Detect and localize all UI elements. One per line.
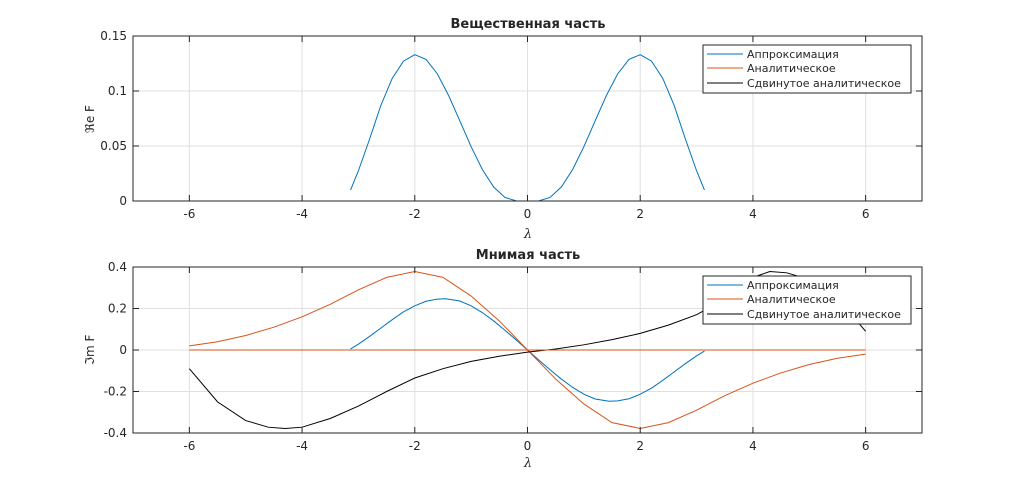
x-tick-label: 2 [636,439,644,453]
real-part-legend: Аппроксимация Аналитическое Сдвинутое ан… [702,44,912,94]
real-part-ylabel: ℜe F [83,105,97,133]
legend-box [702,44,912,94]
y-tick-label: -0.4 [104,426,127,440]
y-tick-label: 0 [119,194,127,208]
legend-label-approx: Аппроксимация [747,48,839,61]
y-tick-label: 0.15 [100,29,127,43]
x-tick-label: -4 [296,207,308,221]
imag-part-axes: Мнимая часть ℑm F λ -6 -4 -2 0 2 4 6 -0.4 -0.2 0 0… [83,248,923,471]
real-part-title: Вещественная часть [451,17,606,32]
x-tick-label: 4 [749,439,757,453]
legend-label-shifted: Сдвинутое аналитическое [747,308,901,321]
imag-part-title: Мнимая часть [476,248,580,263]
real-part-xlabel: λ [523,227,532,242]
x-tick-label: -4 [296,439,308,453]
x-tick-label: -6 [183,439,195,453]
imag-part-ylabel: ℑm F [83,335,97,366]
legend-label-analytic: Аналитическое [747,62,836,75]
x-tick-label: 6 [862,207,870,221]
x-tick-label: 4 [749,207,757,221]
y-tick-label: 0.4 [108,260,127,274]
x-tick-label: 6 [862,439,870,453]
legend-label-shifted: Сдвинутое аналитическое [747,77,901,90]
legend-label-analytic: Аналитическое [747,293,836,306]
y-tick-label: -0.2 [104,385,127,399]
x-tick-label: -6 [183,207,195,221]
series-line-shifted [188,271,867,429]
real-part-axes: Вещественная часть ℜe F λ -6 -4 -2 0 2 4 6 0 0.0… [83,17,923,242]
imag-part-legend: Аппроксимация Аналитическое Сдвинутое ан… [702,275,912,325]
y-tick-label: 0.05 [100,139,127,153]
y-tick-label: 0.1 [108,84,127,98]
y-tick-label: 0.2 [108,302,127,316]
legend-box [702,275,912,325]
y-tick-label: 0 [119,343,127,357]
x-tick-label: 2 [636,207,644,221]
x-tick-label: 0 [524,207,532,221]
x-tick-label: 0 [524,439,532,453]
imag-part-xlabel: λ [523,456,532,471]
legend-label-approx: Аппроксимация [747,279,839,292]
x-tick-label: -2 [409,439,421,453]
x-tick-label: -2 [409,207,421,221]
